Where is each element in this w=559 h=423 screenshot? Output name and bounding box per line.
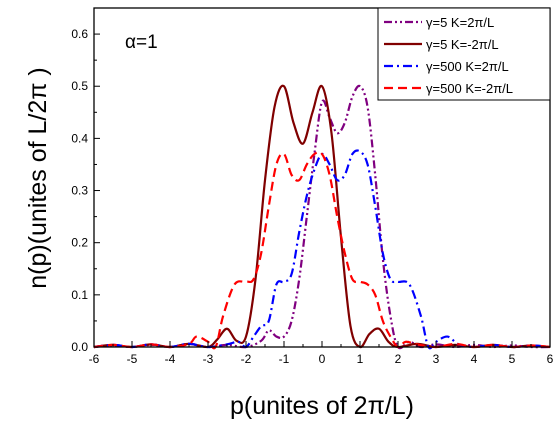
x-tick-label: -1 xyxy=(279,352,290,366)
series-gamma500-kneg-line xyxy=(93,150,551,350)
x-tick-label: 5 xyxy=(509,352,516,366)
y-tick-label: 0.1 xyxy=(71,288,88,302)
x-tick-label: -2 xyxy=(241,352,252,366)
y-tick-label: 0.4 xyxy=(71,131,88,145)
x-tick-label: 0 xyxy=(319,352,326,366)
y-tick-label: 0.0 xyxy=(71,340,88,354)
x-tick-label: 2 xyxy=(395,352,402,366)
legend-label: γ=5 K=2π/L xyxy=(426,15,494,30)
legend-label: γ=500 K=-2π/L xyxy=(426,81,513,96)
x-tick-label: -3 xyxy=(203,352,214,366)
x-tick-label: -4 xyxy=(165,352,176,366)
y-tick-label: 0.2 xyxy=(71,236,88,250)
legend-box xyxy=(377,7,551,101)
y-tick-label: 0.3 xyxy=(71,184,88,198)
series-gamma5-kneg-line xyxy=(93,84,551,349)
y-axis-ticks: 0.0 0.1 0.2 0.3 0.4 0.5 0.6 xyxy=(71,7,100,354)
legend-label: γ=500 K=2π/L xyxy=(426,59,509,74)
y-tick-label: 0.5 xyxy=(71,79,88,93)
x-tick-label: 6 xyxy=(547,352,554,366)
legend-label: γ=5 K=-2π/L xyxy=(426,37,499,52)
x-tick-label: 1 xyxy=(357,352,364,366)
y-axis-title: n(p)(unites of L/2π ) xyxy=(24,67,52,289)
x-axis-ticks: -6 -5 -4 -3 -2 -1 0 1 2 3 4 5 6 xyxy=(89,341,554,366)
x-tick-label: -5 xyxy=(127,352,138,366)
legend: γ=5 K=2π/L γ=5 K=-2π/L γ=500 K=2π/L γ=500 K… xyxy=(377,7,551,101)
x-tick-label: 3 xyxy=(433,352,440,366)
x-tick-label: -6 xyxy=(89,352,100,366)
x-axis-title: p(unites of 2π/L) xyxy=(230,392,414,420)
series-gamma5-kpos-line xyxy=(93,84,551,350)
y-tick-label: 0.6 xyxy=(71,27,88,41)
x-tick-label: 4 xyxy=(471,352,478,366)
series-curves xyxy=(93,84,551,350)
annotation-alpha: α=1 xyxy=(125,32,158,53)
series-gamma500-kpos-line xyxy=(93,149,551,350)
